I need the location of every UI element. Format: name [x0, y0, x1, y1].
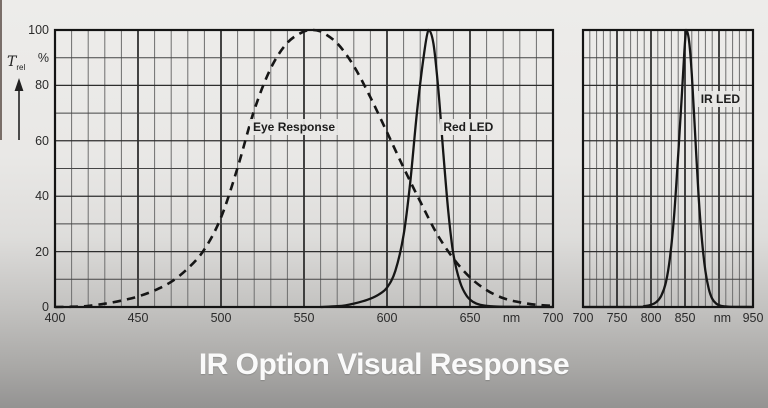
y-axis-symbol: Trel: [7, 54, 25, 72]
y-axis-symbol-subscript: rel: [16, 62, 26, 72]
series-label-eye-response: Eye Response: [250, 118, 339, 135]
x-tick-label: 450: [127, 311, 149, 325]
y-tick-label: 0: [42, 300, 49, 314]
y-axis-meta: Trel: [4, 54, 48, 194]
x-tick-label: nm: [502, 311, 521, 325]
y-axis-symbol-letter: T: [7, 54, 17, 70]
curve-red-led: [320, 28, 554, 309]
y-tick-label: %: [37, 50, 49, 65]
left-edge-artifact: [0, 0, 2, 140]
x-tick-label: 650: [459, 311, 481, 325]
series-label-ir-led: IR LED: [697, 91, 744, 108]
up-arrow-icon: [14, 78, 24, 140]
x-tick-label: 600: [376, 311, 398, 325]
x-tick-label: nm: [713, 311, 732, 325]
figure-title: IR Option Visual Response: [198, 348, 570, 381]
curve-ir-led: [583, 28, 754, 309]
x-tick-label: 700: [542, 311, 564, 325]
visible-spectrum-panel-plot: [53, 28, 555, 309]
x-tick-label: 400: [44, 311, 66, 325]
visible-spectrum-chart: 400 450 500 550 600 650 nm 700 100% 80 60 40 20 0 Eye …: [28, 23, 563, 325]
x-tick-label: 500: [210, 311, 232, 325]
y-tick-label: 100: [28, 23, 49, 37]
x-tick-label: 950: [742, 311, 764, 325]
y-tick-label: 40: [35, 189, 49, 204]
x-tick-label: 550: [293, 311, 315, 325]
ir-spectrum-panel-plot: [581, 28, 755, 309]
x-tick-label: 700: [572, 311, 594, 325]
curve-eye-response: [54, 28, 554, 309]
y-tick-label: 60: [35, 133, 49, 148]
ir-spectrum-chart: 700 750 800 850 nm 950 IR LED: [573, 28, 763, 325]
x-tick-label: 800: [640, 311, 662, 325]
series-label-red-led: Red LED: [440, 118, 497, 135]
y-tick-label: 80: [35, 78, 49, 93]
x-tick-label: 750: [606, 311, 628, 325]
x-tick-label: 850: [674, 311, 696, 325]
y-tick-label: 20: [35, 244, 49, 259]
